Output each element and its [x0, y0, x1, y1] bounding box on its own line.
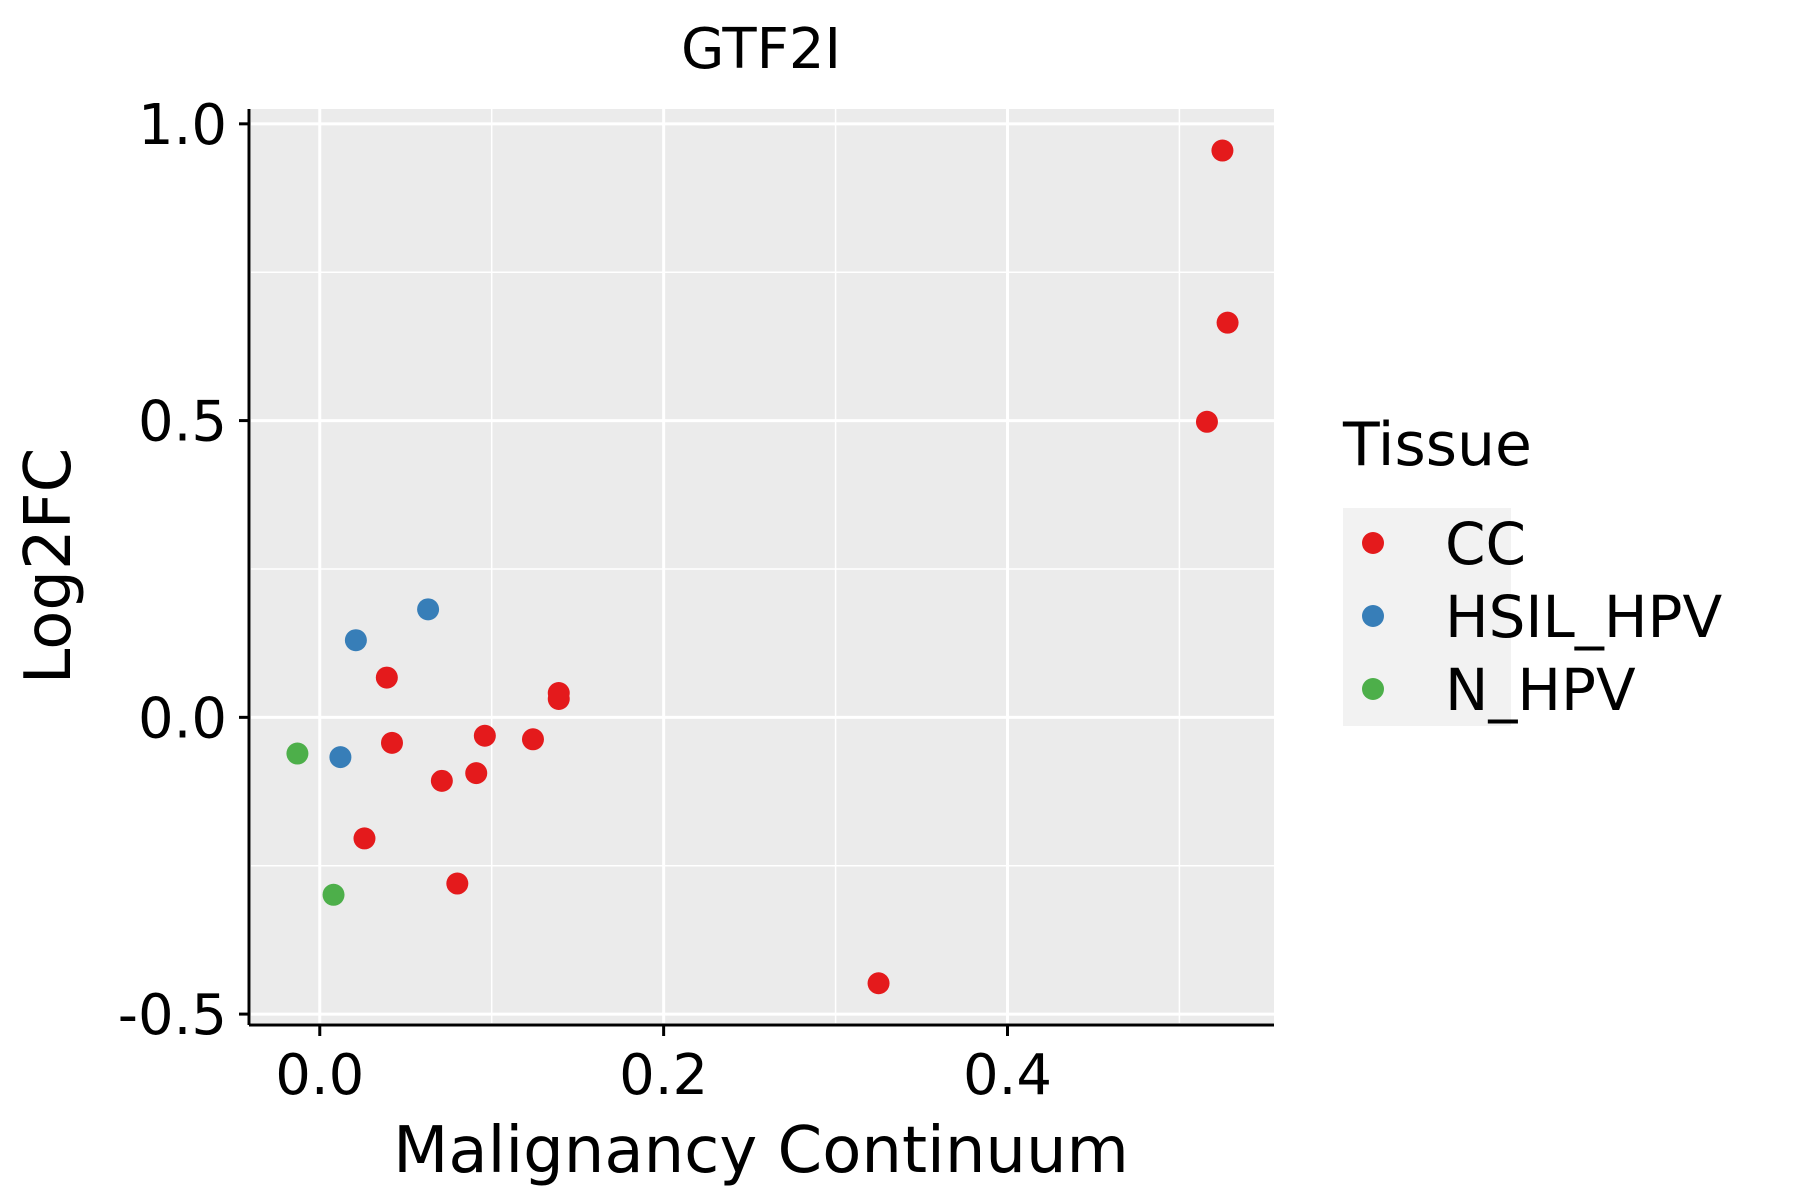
point-cc-10	[465, 762, 488, 785]
y-tick-label-1: 0.0	[138, 686, 227, 751]
point-cc-3	[375, 666, 398, 689]
x-tick-label-1: 0.2	[619, 1043, 708, 1108]
x-tick-label-0: 0.0	[275, 1043, 364, 1108]
legend-key-n-hpv	[1362, 678, 1384, 700]
point-cc-7	[473, 724, 496, 747]
point-hsil-hpv-1	[344, 629, 367, 652]
point-cc-12	[446, 872, 469, 895]
point-cc-13	[867, 972, 890, 995]
y-axis-label: Log2FC	[12, 448, 86, 685]
point-cc-2	[1195, 410, 1218, 433]
point-cc-1	[1216, 311, 1239, 334]
y-tick-label-2: 0.5	[138, 390, 227, 455]
grid-lines	[251, 109, 1274, 1023]
legend-title: Tissue	[1342, 410, 1532, 480]
point-cc-0	[1211, 139, 1234, 162]
data-points	[286, 139, 1239, 995]
legend-key-hsil-hpv	[1362, 605, 1384, 627]
legend-label-n-hpv: N_HPV	[1445, 656, 1636, 724]
chart-title: GTF2I	[681, 17, 841, 82]
plot-panel	[251, 109, 1274, 1023]
point-hsil-hpv-2	[329, 746, 352, 769]
y-tick-label-0: -0.5	[118, 983, 227, 1048]
legend-label-cc: CC	[1445, 510, 1526, 578]
point-hsil-hpv-0	[417, 598, 440, 621]
x-tick-label-2: 0.4	[963, 1043, 1052, 1108]
x-axis-ticks: 0.0 0.2 0.4	[275, 1026, 1052, 1108]
point-n-hpv-0	[286, 742, 309, 765]
legend-label-hsil-hpv: HSIL_HPV	[1445, 583, 1722, 651]
point-cc-6	[380, 731, 403, 754]
point-cc-8	[521, 728, 544, 751]
point-cc-11	[353, 827, 376, 850]
y-axis-ticks: -0.5 0.0 0.5 1.0	[118, 93, 249, 1048]
legend-key-cc	[1362, 532, 1384, 554]
point-cc-9	[430, 769, 453, 792]
point-n-hpv-1	[322, 883, 345, 906]
point-cc-5	[547, 687, 570, 710]
x-axis-label: Malignancy Continuum	[393, 1114, 1129, 1188]
y-tick-label-3: 1.0	[138, 93, 227, 158]
